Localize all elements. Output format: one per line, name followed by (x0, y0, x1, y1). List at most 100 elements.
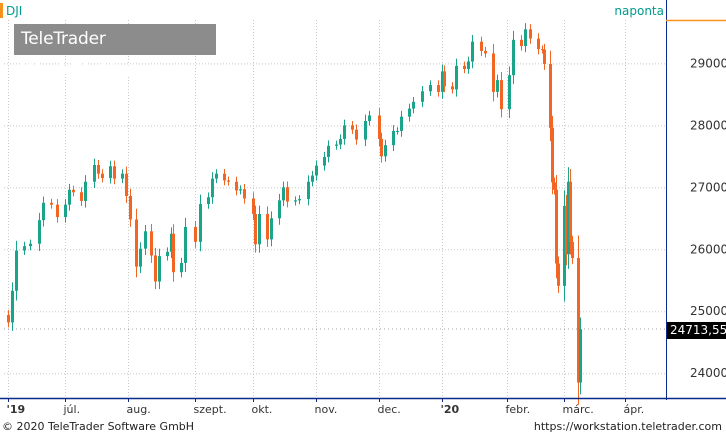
candle-body (565, 205, 568, 255)
candle-body (323, 156, 326, 166)
candle-body (113, 166, 116, 179)
candle-body (11, 290, 14, 323)
candle-body (567, 181, 570, 255)
candle-body (315, 165, 318, 176)
candle-body (243, 189, 246, 199)
candle-body (64, 204, 67, 218)
candle-body (215, 173, 218, 179)
candle-body (508, 75, 511, 110)
candle-body (392, 130, 395, 146)
candle-body (282, 187, 285, 201)
candle-body (180, 262, 183, 273)
candle-body (223, 173, 226, 181)
candle-body (512, 39, 515, 76)
candle-body (557, 263, 560, 286)
candle-body (551, 127, 554, 183)
y-tick-label: 27000 (690, 180, 726, 194)
candle-body (429, 85, 432, 92)
y-tick-label: 28000 (690, 118, 726, 132)
candle-body (294, 200, 297, 202)
y-tick-label: 26000 (690, 242, 726, 256)
candle-body (569, 181, 572, 242)
candle-body (467, 61, 470, 69)
candle-body (158, 256, 161, 282)
candle-body (520, 39, 523, 47)
candle-body (42, 202, 45, 221)
candle-body (7, 314, 10, 323)
candle-body (286, 187, 289, 202)
candle-body (368, 115, 371, 122)
candle-body (129, 195, 132, 220)
y-tick-label: 24000 (690, 366, 726, 380)
symbol-color-flag (0, 3, 3, 18)
x-tick-label: febr. (506, 403, 531, 416)
logo-text-light: TeleTrader (21, 29, 106, 49)
candle-body (463, 65, 466, 69)
candle-body (15, 250, 18, 291)
x-tick-label: '19 (7, 403, 26, 416)
candlestick-series (7, 23, 582, 405)
chart-axes: 24000 25000 26000 27000 28000 29000 '19 júl. aug… (0, 0, 726, 416)
candle-body (235, 181, 238, 191)
symbol-label[interactable]: DJI (6, 4, 23, 18)
x-tick-label: márc. (563, 403, 594, 416)
candle-body (364, 121, 367, 140)
period-label[interactable]: naponta (614, 4, 664, 18)
candle-body (254, 213, 257, 245)
candle-body (408, 108, 411, 117)
candle-body (50, 202, 53, 205)
chart-grid (4, 20, 666, 398)
candle-body (480, 41, 483, 51)
candle-body (227, 180, 230, 182)
candle-body (437, 85, 440, 92)
candle-body (194, 226, 197, 242)
candle-body (125, 173, 128, 196)
candle-body (298, 199, 301, 201)
y-tick-label: 25000 (690, 304, 726, 318)
candle-body (199, 204, 202, 242)
candle-body (492, 53, 495, 92)
candle-body (471, 41, 474, 62)
candle-body (154, 255, 157, 282)
candle-body (500, 80, 503, 110)
candle-body (455, 65, 458, 90)
candle-body (307, 181, 310, 200)
x-tick-label: nov. (315, 403, 338, 416)
candle-body (571, 241, 574, 258)
candle-body (441, 71, 444, 92)
candle-body (549, 63, 552, 128)
y-tick-label: 29000 (690, 56, 726, 70)
candle-body (207, 197, 210, 205)
candle-body (239, 189, 242, 191)
candle-body (23, 246, 26, 251)
candle-body (384, 145, 387, 157)
candle-body (396, 130, 399, 132)
x-tick-label: '20 (441, 403, 460, 416)
candle-body (278, 200, 281, 219)
candle-body (355, 129, 358, 140)
candle-body (524, 29, 527, 47)
candle-body (252, 198, 255, 214)
candle-body (101, 173, 104, 179)
candle-body (144, 231, 147, 249)
candle-body (72, 189, 75, 193)
x-tick-label: ápr. (624, 403, 645, 416)
footer-url-link[interactable]: https://workstation.teletrader.com (533, 420, 722, 433)
candle-body (97, 165, 100, 174)
candle-body (541, 49, 544, 51)
candle-body (378, 115, 381, 139)
teletrader-logo: TeleTrader WorkStation (14, 24, 216, 80)
candle-body (211, 178, 214, 198)
candle-body (166, 251, 169, 257)
x-tick-label: szept. (194, 403, 227, 416)
candle-body (484, 50, 487, 54)
candle-body (380, 138, 383, 157)
x-tick-label: júl. (63, 403, 81, 416)
candle-body (135, 219, 138, 267)
candle-body (563, 205, 566, 286)
last-value-label: 24713,55 (667, 322, 726, 339)
candle-body (150, 231, 153, 256)
candle-body (93, 165, 96, 182)
candle-body (56, 204, 59, 218)
